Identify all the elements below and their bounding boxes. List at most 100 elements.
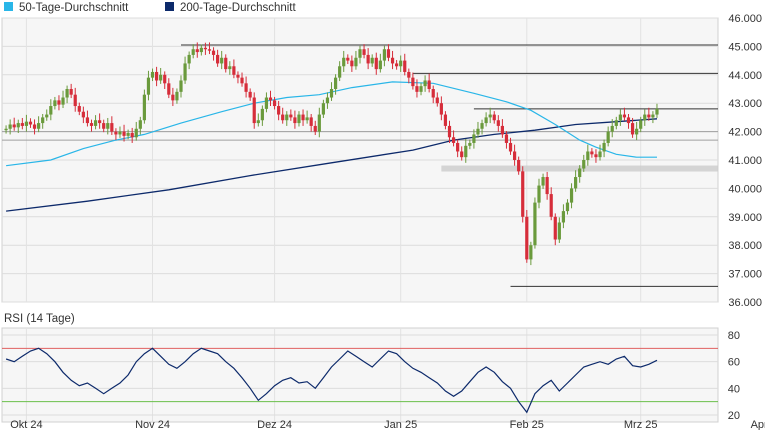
legend-swatch xyxy=(4,2,13,11)
candle-body xyxy=(578,168,582,178)
candle-body xyxy=(517,160,521,172)
candle-body xyxy=(20,123,24,126)
candle-body xyxy=(639,120,643,129)
candle-body xyxy=(545,177,549,195)
candle-body xyxy=(496,120,500,126)
candle-body xyxy=(122,131,126,136)
rsi-y-tick-label: 60 xyxy=(728,357,740,369)
candle-body xyxy=(476,128,480,135)
candle-body xyxy=(240,77,244,84)
x-tick-label: Feb 25 xyxy=(510,419,544,430)
candle-body xyxy=(252,97,256,124)
candle-body xyxy=(537,185,541,203)
candle-body xyxy=(431,89,435,98)
candle-body xyxy=(374,57,378,70)
candle-body xyxy=(293,117,297,124)
candle-body xyxy=(533,202,537,246)
candle-body xyxy=(65,89,69,98)
candle-body xyxy=(16,123,20,128)
legend-swatch xyxy=(165,2,174,11)
candle-body xyxy=(565,202,570,212)
price-y-tick-label: 44.000 xyxy=(728,70,762,82)
price-y-tick-label: 42.000 xyxy=(728,127,762,139)
candle-body xyxy=(187,54,191,64)
candle-body xyxy=(183,63,187,81)
candle-body xyxy=(150,71,155,78)
candle-body xyxy=(260,108,264,121)
candle-body xyxy=(626,117,631,124)
candle-body xyxy=(146,77,151,95)
candle-body xyxy=(643,114,647,121)
candle-body xyxy=(630,123,635,135)
candle-body xyxy=(549,194,553,217)
x-tick-label: Dez 24 xyxy=(257,419,292,430)
candle-body xyxy=(435,97,439,104)
rsi-y-tick-label: 20 xyxy=(728,410,740,422)
candle-body xyxy=(472,134,476,143)
candle-body xyxy=(317,114,321,132)
candle-body xyxy=(85,117,90,124)
candle-body xyxy=(651,114,655,118)
candle-body xyxy=(228,66,232,70)
candle-body xyxy=(126,133,130,136)
candle-body xyxy=(594,154,598,158)
candle-body xyxy=(586,151,590,160)
candle-body xyxy=(313,125,317,132)
rsi-y-tick-label: 80 xyxy=(728,330,740,342)
candle-body xyxy=(305,117,309,121)
candle-body xyxy=(248,91,252,98)
candle-body xyxy=(386,49,391,58)
candle-body xyxy=(272,100,277,107)
candle-body xyxy=(338,66,342,78)
candle-body xyxy=(203,47,208,50)
candle-body xyxy=(504,134,509,143)
candle-body xyxy=(285,114,289,121)
candle-body xyxy=(89,123,94,126)
rsi-panel-background xyxy=(1,327,719,423)
x-tick-label: Apr 25 xyxy=(751,419,765,430)
candle-body xyxy=(220,57,224,64)
candle-body xyxy=(69,89,73,95)
candle-body xyxy=(606,131,610,143)
candle-body xyxy=(199,47,203,53)
candle-body xyxy=(138,120,142,129)
candle-body xyxy=(216,54,220,64)
candle-body xyxy=(456,142,460,152)
candle-body xyxy=(464,145,468,158)
candle-body xyxy=(411,77,415,87)
candle-body xyxy=(106,123,110,129)
candle-body xyxy=(24,121,29,126)
candle-body xyxy=(57,100,61,105)
candle-body xyxy=(378,60,382,70)
price-y-tick-label: 39.000 xyxy=(728,212,762,224)
candle-body xyxy=(167,83,171,95)
candle-body xyxy=(118,131,122,135)
candle-body xyxy=(602,142,606,152)
ma50-line xyxy=(6,81,657,167)
rsi-title: RSI (14 Tage) xyxy=(4,313,75,325)
candle-body xyxy=(134,128,138,138)
candle-body xyxy=(224,57,228,70)
candle-body xyxy=(281,114,285,121)
candle-body xyxy=(171,94,175,101)
candle-body xyxy=(73,94,77,107)
candle-body xyxy=(102,123,106,129)
candle-body xyxy=(395,63,399,67)
price-y-tick-label: 41.000 xyxy=(728,155,762,167)
candle-body xyxy=(362,49,366,55)
ma200-line xyxy=(6,118,658,212)
candle-body xyxy=(4,128,8,131)
candle-body xyxy=(244,83,248,92)
candle-body xyxy=(49,106,53,115)
x-tick-label: Okt 24 xyxy=(10,419,42,430)
candle-body xyxy=(582,160,586,169)
candle-body xyxy=(647,114,651,118)
candle-body xyxy=(32,124,37,129)
candle-body xyxy=(366,54,370,64)
candle-body xyxy=(8,124,12,129)
candle-body xyxy=(541,177,545,186)
candle-body xyxy=(415,86,419,92)
candle-body xyxy=(77,106,81,112)
candle-body xyxy=(569,188,574,203)
